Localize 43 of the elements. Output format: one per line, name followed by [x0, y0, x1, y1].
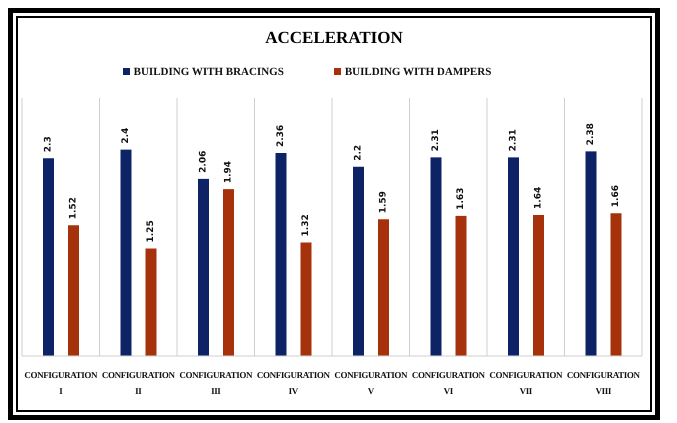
data-label: 2.06	[198, 150, 208, 173]
legend-label: BUILDING WITH BRACINGS	[134, 66, 284, 78]
x-tick-label: CONFIGURATION V	[334, 370, 408, 396]
data-label: 1.94	[224, 160, 234, 184]
x-tick-label: CONFIGURATION VII	[489, 370, 563, 396]
x-tick-label: CONFIGURATION VIII	[566, 370, 640, 396]
data-label: 2.36	[276, 124, 286, 148]
data-label: 1.63	[456, 188, 466, 210]
legend-label: BUILDING WITH DAMPERS	[344, 66, 492, 78]
bar	[610, 213, 622, 356]
bar	[198, 178, 209, 356]
data-label: 1.66	[611, 185, 621, 208]
data-label: 1.52	[68, 197, 78, 220]
bar	[276, 153, 286, 356]
data-label: 2.31	[508, 129, 518, 152]
bar	[456, 216, 466, 356]
chart-title: ACCELERATION	[264, 28, 404, 49]
bar	[430, 157, 442, 356]
bar	[43, 158, 54, 356]
data-label: 2.4	[121, 128, 131, 144]
data-label: 1.25	[146, 220, 156, 242]
bar	[146, 248, 156, 356]
bar	[533, 214, 544, 356]
bar	[353, 166, 364, 356]
bar	[300, 242, 312, 356]
data-label: 1.32	[301, 214, 311, 236]
x-tick-label: CONFIGURATION VI	[412, 370, 486, 396]
x-tick-label: CONFIGURATION III	[179, 370, 253, 396]
data-label: 2.31	[431, 129, 441, 152]
data-label: 1.59	[378, 191, 388, 214]
x-tick-label: CONFIGURATION I	[24, 370, 98, 396]
x-tick-label: CONFIGURATION II	[102, 370, 176, 396]
bar	[68, 225, 79, 356]
data-label: 1.64	[534, 186, 544, 209]
x-tick-label: CONFIGURATION IV	[256, 370, 330, 396]
data-label: 2.2	[354, 144, 364, 161]
bar	[508, 157, 519, 356]
bar	[120, 150, 132, 356]
data-label: 2.3	[44, 136, 54, 152]
bar	[223, 189, 234, 356]
data-label: 2.38	[586, 123, 596, 146]
bar	[378, 219, 389, 356]
bar	[586, 151, 596, 356]
